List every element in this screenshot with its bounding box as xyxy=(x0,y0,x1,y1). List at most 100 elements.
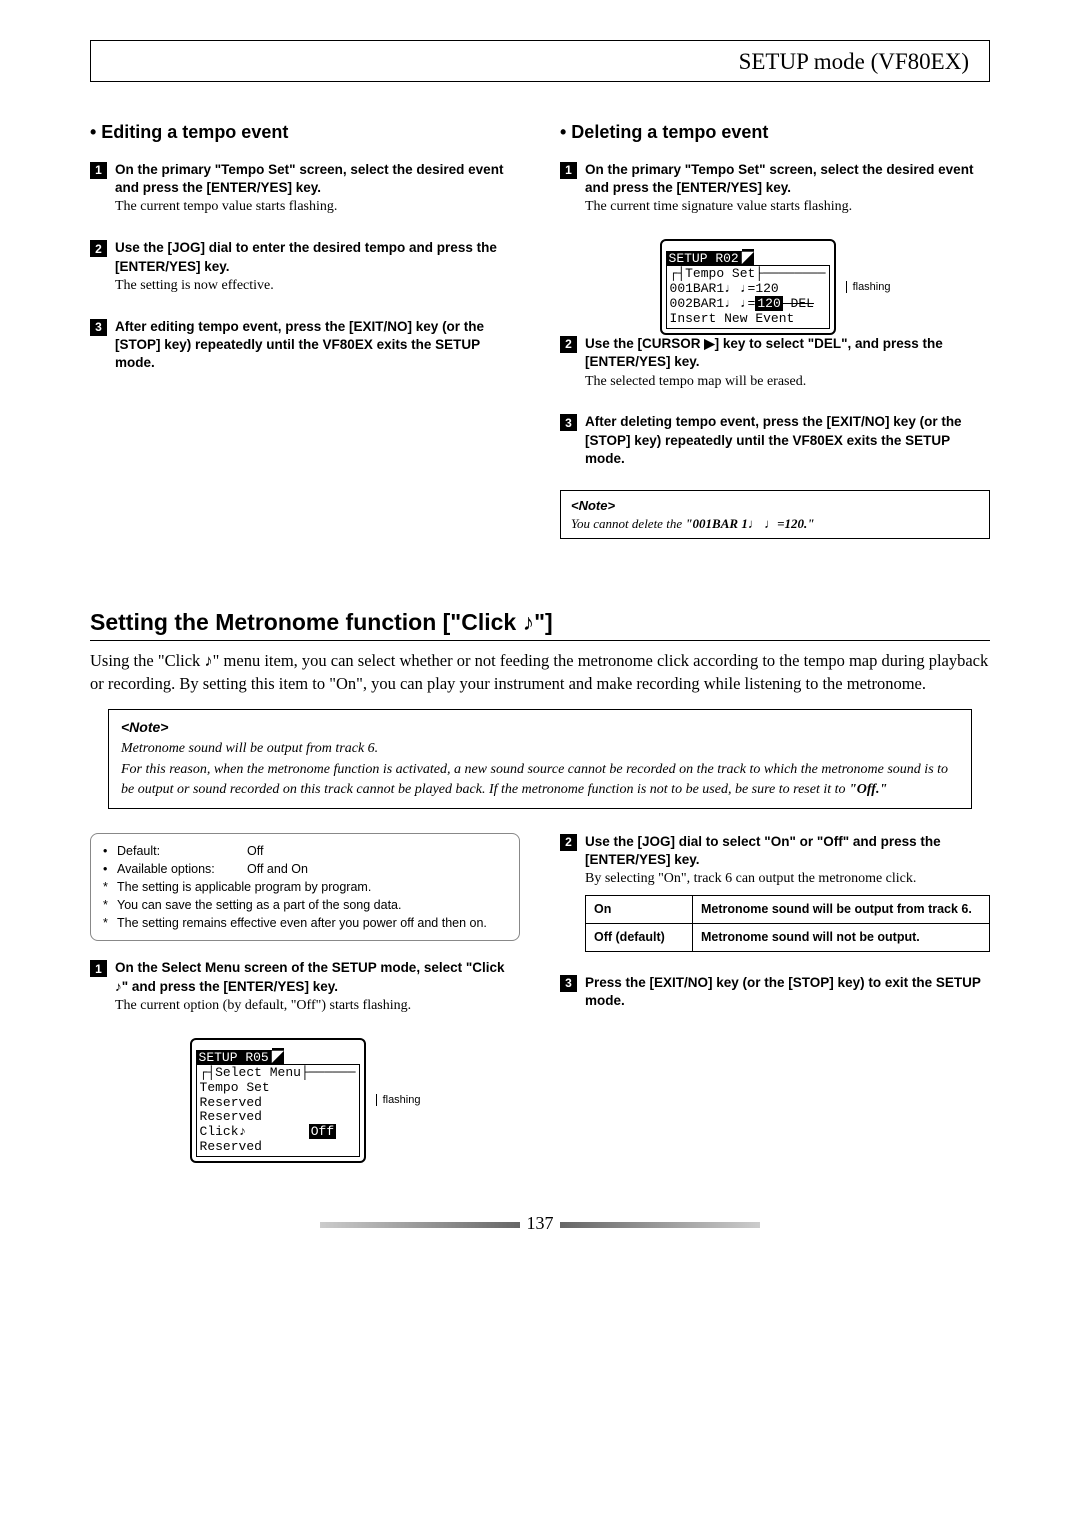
step-bold: Press the [EXIT/NO] key (or the [STOP] k… xyxy=(585,975,981,1008)
lcd-l1: Tempo Set xyxy=(200,1080,270,1095)
note-body: You cannot delete the "001BAR 1♩ ♩=120." xyxy=(571,516,814,531)
options-table: On Metronome sound will be output from t… xyxy=(585,895,990,952)
step-body: On the primary "Tempo Set" screen, selec… xyxy=(585,161,990,217)
manual-page: SETUP mode (VF80EX) • Editing a tempo ev… xyxy=(0,0,1080,1274)
lcd-line3: Insert New Event xyxy=(670,311,795,326)
delete-note: <Note> You cannot delete the "001BAR 1♩ … xyxy=(560,490,990,539)
metronome-left: •Default:Off •Available options:Off and … xyxy=(90,833,520,1164)
step-bold: After deleting tempo event, press the [E… xyxy=(585,414,962,465)
edit-step-2: 2 Use the [JOG] dial to enter the desire… xyxy=(90,239,520,295)
step-body: On the primary "Tempo Set" screen, selec… xyxy=(115,161,520,217)
note-line1: Metronome sound will be output from trac… xyxy=(121,741,378,756)
default-label: Default: xyxy=(117,842,247,860)
step-number: 3 xyxy=(90,319,107,336)
lcd-line2a: 002BAR1♩ ♩= xyxy=(670,296,756,311)
lcd-screen: ┌┤Tempo Set├──────── 001BAR1♩ ♩=120 002B… xyxy=(666,265,830,329)
step-bold: On the primary "Tempo Set" screen, selec… xyxy=(585,162,973,195)
step-plain: The current time signature value starts … xyxy=(585,199,852,214)
step-plain: The selected tempo map will be erased. xyxy=(585,374,806,389)
step-body: Use the [CURSOR ▶] key to select "DEL", … xyxy=(585,335,990,391)
page-number: 137 xyxy=(527,1213,554,1233)
metronome-right: 2 Use the [JOG] dial to select "On" or "… xyxy=(560,833,990,1164)
step-number: 1 xyxy=(90,162,107,179)
lcd-screen: ┌┤Select Menu├────── Tempo Set Reserved … xyxy=(196,1064,360,1158)
step-number: 1 xyxy=(560,162,577,179)
note-off: "Off." xyxy=(849,782,887,797)
lcd-title: Select Menu xyxy=(215,1065,301,1080)
note-pre: You cannot delete the xyxy=(571,516,685,531)
note-title: <Note> xyxy=(121,719,168,735)
flashing-label: flashing xyxy=(846,281,891,293)
info-s3: The setting remains effective even after… xyxy=(117,914,487,932)
lcd-l3: Reserved xyxy=(200,1109,262,1124)
footer-rule-right xyxy=(560,1222,760,1228)
step-body: Press the [EXIT/NO] key (or the [STOP] k… xyxy=(585,974,990,1010)
available-label: Available options: xyxy=(117,860,247,878)
flashing-label: flashing xyxy=(376,1094,421,1106)
lcd-tempo-set: SETUP R02◤ ┌┤Tempo Set├──────── 001BAR1♩… xyxy=(660,239,836,335)
editing-heading: • Editing a tempo event xyxy=(90,122,520,143)
del-step-3: 3 After deleting tempo event, press the … xyxy=(560,413,990,468)
met-step-3: 3 Press the [EXIT/NO] key (or the [STOP]… xyxy=(560,974,990,1010)
step-body: After deleting tempo event, press the [E… xyxy=(585,413,990,468)
step-number: 1 xyxy=(90,960,107,977)
lcd-l4a: Click♪ xyxy=(200,1124,247,1139)
lcd-del: DEL xyxy=(783,296,814,311)
lcd-line1: 001BAR1♩ ♩=120 xyxy=(670,281,779,296)
default-value: Off xyxy=(247,842,263,860)
step-bold: Use the [JOG] dial to enter the desired … xyxy=(115,240,497,273)
lcd-flash-value: 120 xyxy=(755,296,782,311)
note-body: Metronome sound will be output from trac… xyxy=(121,741,948,797)
lcd-l5: Reserved xyxy=(200,1139,262,1154)
lcd-flash-off: Off xyxy=(309,1124,336,1139)
lcd-l2: Reserved xyxy=(200,1095,262,1110)
edit-step-1: 1 On the primary "Tempo Set" screen, sel… xyxy=(90,161,520,217)
settings-info-box: •Default:Off •Available options:Off and … xyxy=(90,833,520,942)
step-number: 2 xyxy=(90,240,107,257)
edit-step-3: 3 After editing tempo event, press the [… xyxy=(90,318,520,373)
editing-column: • Editing a tempo event 1 On the primary… xyxy=(90,122,520,539)
available-value: Off and On xyxy=(247,860,308,878)
note-title: <Note> xyxy=(571,498,615,513)
step-number: 2 xyxy=(560,834,577,851)
step-number: 3 xyxy=(560,414,577,431)
step-bold: After editing tempo event, press the [EX… xyxy=(115,319,484,370)
metronome-heading: Setting the Metronome function ["Click ♪… xyxy=(90,609,990,641)
del-step-2: 2 Use the [CURSOR ▶] key to select "DEL"… xyxy=(560,335,990,391)
step-bold: On the primary "Tempo Set" screen, selec… xyxy=(115,162,503,195)
top-columns: • Editing a tempo event 1 On the primary… xyxy=(90,122,990,539)
metronome-note: <Note> Metronome sound will be output fr… xyxy=(108,709,972,808)
metronome-intro: Using the "Click ♪" menu item, you can s… xyxy=(90,649,990,695)
opt-off: Off (default) xyxy=(586,923,693,951)
lcd-select-row: SETUP R05◤ ┌┤Select Menu├────── Tempo Se… xyxy=(90,1038,520,1164)
step-plain: By selecting "On", track 6 can output th… xyxy=(585,871,916,886)
step-number: 3 xyxy=(560,975,577,992)
met-step-2: 2 Use the [JOG] dial to select "On" or "… xyxy=(560,833,990,952)
note-line2: For this reason, when the metronome func… xyxy=(121,762,948,798)
deleting-heading: • Deleting a tempo event xyxy=(560,122,990,143)
note-emph: "001BAR 1♩ ♩=120." xyxy=(685,516,814,531)
step-body: Use the [JOG] dial to select "On" or "Of… xyxy=(585,833,990,952)
met-step-1: 1 On the Select Menu screen of the SETUP… xyxy=(90,959,520,1015)
opt-on-desc: Metronome sound will be output from trac… xyxy=(693,896,990,924)
table-row: Off (default) Metronome sound will not b… xyxy=(586,923,990,951)
table-row: On Metronome sound will be output from t… xyxy=(586,896,990,924)
step-body: After editing tempo event, press the [EX… xyxy=(115,318,520,373)
step-bold: Use the [JOG] dial to select "On" or "Of… xyxy=(585,834,941,867)
step-bold: Use the [CURSOR ▶] key to select "DEL", … xyxy=(585,336,943,369)
opt-off-desc: Metronome sound will not be output. xyxy=(693,923,990,951)
step-number: 2 xyxy=(560,336,577,353)
lcd-tempo-row: SETUP R02◤ ┌┤Tempo Set├──────── 001BAR1♩… xyxy=(560,239,990,335)
step-bold: On the Select Menu screen of the SETUP m… xyxy=(115,960,505,993)
footer-rule-left xyxy=(320,1222,520,1228)
step-body: Use the [JOG] dial to enter the desired … xyxy=(115,239,520,295)
bottom-columns: •Default:Off •Available options:Off and … xyxy=(90,833,990,1164)
lcd-header: SETUP R02 xyxy=(666,251,742,266)
step-plain: The setting is now effective. xyxy=(115,278,274,293)
page-header: SETUP mode (VF80EX) xyxy=(90,40,990,82)
step-plain: The current option (by default, "Off") s… xyxy=(115,998,411,1013)
info-s2: You can save the setting as a part of th… xyxy=(117,896,401,914)
lcd-header: SETUP R05 xyxy=(196,1050,272,1065)
step-body: On the Select Menu screen of the SETUP m… xyxy=(115,959,520,1015)
opt-on: On xyxy=(586,896,693,924)
